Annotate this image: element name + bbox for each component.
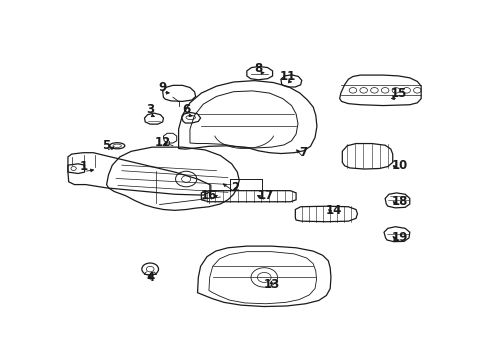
- Text: 3: 3: [146, 103, 154, 116]
- Text: 14: 14: [325, 204, 342, 217]
- Text: 10: 10: [391, 159, 407, 172]
- Text: 19: 19: [391, 231, 407, 244]
- Text: 9: 9: [158, 81, 166, 94]
- Text: 15: 15: [389, 87, 406, 100]
- Text: 18: 18: [391, 195, 407, 208]
- Text: 1: 1: [80, 160, 88, 173]
- Text: 17: 17: [257, 189, 273, 202]
- Text: 6: 6: [182, 103, 190, 116]
- Text: 16: 16: [201, 189, 217, 202]
- Text: 7: 7: [299, 146, 307, 159]
- Text: 2: 2: [231, 181, 239, 194]
- Text: 4: 4: [146, 271, 154, 284]
- Text: 12: 12: [154, 136, 170, 149]
- Text: 13: 13: [263, 278, 279, 291]
- Text: 11: 11: [279, 70, 295, 83]
- Text: 8: 8: [254, 62, 262, 75]
- Text: 5: 5: [102, 139, 110, 152]
